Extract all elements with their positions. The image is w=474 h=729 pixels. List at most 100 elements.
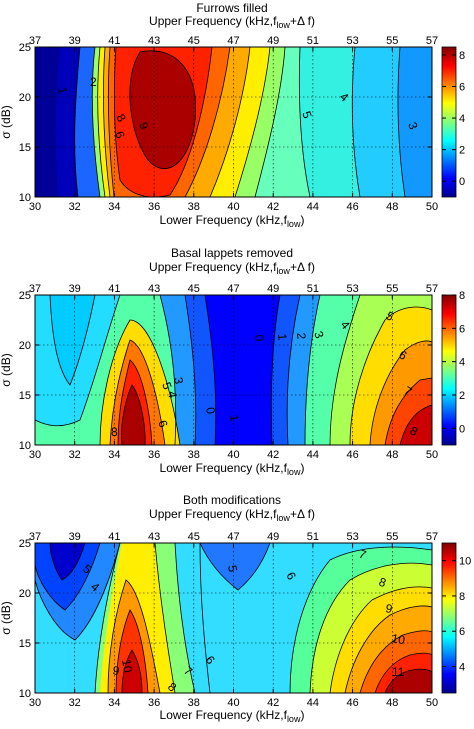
x-tick-label: 38 [188,697,200,709]
contour-label: 5 [159,380,175,391]
top-tick-label: 49 [267,283,279,295]
contour-label: 0 [203,406,218,415]
x-tick-label: 30 [29,697,41,709]
contour-label: 1 [275,333,290,341]
panel-3-x-label: Lower Frequency (kHz,flow) [160,708,305,724]
panel-1-y-label: σ (dB) [0,105,13,138]
x-tick-label: 46 [346,449,358,461]
y-tick-label: 15 [19,142,31,154]
x-tick-label: 48 [386,201,398,213]
x-tick-label: 36 [148,449,160,461]
panel-1: Furrows filled Upper Frequency (kHz,flow… [0,1,465,229]
colorbar-tick-label: 6 [459,81,465,93]
colorbar-tick-label: 10 [459,556,471,568]
x-tick-label: 32 [69,201,81,213]
top-tick-label: 57 [426,531,438,543]
contour-label: 2 [90,75,97,89]
colorbar-tick-label: 6 [459,323,465,335]
x-tick-label: 34 [108,697,120,709]
top-tick-label: 43 [148,531,160,543]
contour-label: 3 [171,376,186,385]
top-tick-label: 45 [188,283,200,295]
top-tick-label: 51 [307,35,319,47]
top-tick-label: 41 [108,35,120,47]
x-tick-label: 36 [148,201,160,213]
panel-1-colorbar: 0 2 4 6 8 [441,46,465,198]
colorbar-tick-label: 2 [459,390,465,402]
panel-2-title: Basal lappets removed [171,246,293,260]
x-tick-label: 44 [307,201,319,213]
panel-2-contour-labels: 0 1 2 3 4 5 6 7 8 3 4 5 6 0 1 8 [111,308,421,439]
top-tick-label: 47 [227,531,239,543]
top-tick-label: 49 [267,35,279,47]
y-tick-label: 25 [19,42,31,54]
top-tick-label: 53 [346,35,358,47]
top-tick-label: 37 [29,283,41,295]
top-tick-label: 41 [108,283,120,295]
top-tick-label: 47 [227,283,239,295]
top-tick-label: 57 [426,35,438,47]
top-tick-label: 37 [29,531,41,543]
panel-2: Basal lappets removed Upper Frequency (k… [0,246,465,477]
y-tick-label: 25 [19,538,31,550]
x-tick-label: 36 [148,697,160,709]
panel-1-title: Furrows filled [196,1,267,15]
top-tick-label: 49 [267,531,279,543]
x-tick-label: 30 [29,201,41,213]
contour-label: 6 [155,418,171,429]
panel-3-heatmap [34,542,433,694]
contour-label: 11 [392,665,405,679]
panel-3-colorbar: 4 6 8 10 [441,542,471,694]
contour-label: 5 [225,564,240,573]
colorbar-tick-label: 4 [459,662,465,674]
top-tick-label: 51 [307,283,319,295]
y-tick-label: 20 [19,92,31,104]
x-tick-label: 32 [69,449,81,461]
contour-label: 3 [311,329,327,340]
top-tick-label: 57 [426,283,438,295]
colorbar-tick-label: 8 [459,50,465,62]
colorbar-tick-label: 0 [459,423,465,435]
x-tick-label: 38 [188,201,200,213]
panel-3: Both modifications Upper Frequency (kHz,… [0,493,471,724]
contour-label: 1 [227,414,242,422]
top-tick-label: 55 [386,35,398,47]
x-tick-label: 50 [426,697,438,709]
x-tick-label: 42 [267,697,279,709]
panel-2-heatmap [34,294,433,446]
contour-label: 9 [136,120,152,131]
colorbar-tick-label: 8 [459,290,465,302]
top-tick-label: 43 [148,283,160,295]
panel-3-y-label: σ (dB) [0,601,13,634]
top-tick-label: 53 [346,283,358,295]
x-tick-label: 50 [426,201,438,213]
top-tick-label: 39 [69,35,81,47]
x-tick-label: 34 [108,201,120,213]
top-tick-label: 41 [108,531,120,543]
contour-label: 5 [299,109,315,120]
top-tick-label: 45 [188,531,200,543]
top-tick-label: 39 [69,531,81,543]
panel-3-title: Both modifications [183,493,281,507]
colorbar-tick-label: 4 [459,357,465,369]
contour-label: 6 [112,129,128,140]
colorbar-tick-label: 4 [459,113,465,125]
contour-label: 2 [294,332,309,340]
colorbar-tick-label: 0 [459,176,465,188]
x-tick-label: 50 [426,449,438,461]
contour-label: 10 [390,631,406,647]
contour-label: 9 [111,663,120,678]
top-tick-label: 37 [29,35,41,47]
x-tick-label: 44 [307,449,319,461]
y-tick-label: 20 [19,340,31,352]
x-tick-label: 30 [29,449,41,461]
colorbar-tick-label: 6 [459,626,465,638]
y-tick-label: 25 [19,290,31,302]
panel-2-colorbar: 0 2 4 6 8 [441,290,465,446]
panel-1-heatmap [35,46,432,198]
top-tick-label: 55 [386,531,398,543]
y-tick-label: 15 [19,390,31,402]
colorbar-tick-label: 2 [459,145,465,157]
